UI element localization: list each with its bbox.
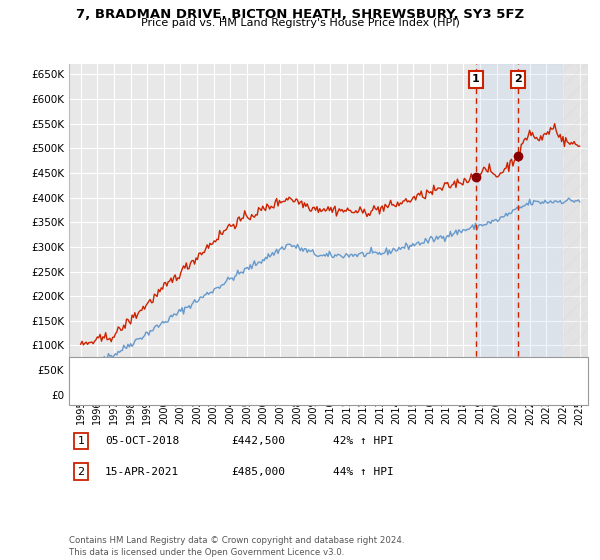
Text: 2: 2 xyxy=(77,466,85,477)
Text: 7, BRADMAN DRIVE, BICTON HEATH, SHREWSBURY, SY3 5FZ: 7, BRADMAN DRIVE, BICTON HEATH, SHREWSBU… xyxy=(76,8,524,21)
Text: 2: 2 xyxy=(514,74,522,84)
Text: 7, BRADMAN DRIVE, BICTON HEATH, SHREWSBURY, SY3 5FZ (detached house): 7, BRADMAN DRIVE, BICTON HEATH, SHREWSBU… xyxy=(105,366,497,376)
Text: 15-APR-2021: 15-APR-2021 xyxy=(105,466,179,477)
Text: —: — xyxy=(81,384,97,399)
Text: Contains HM Land Registry data © Crown copyright and database right 2024.
This d: Contains HM Land Registry data © Crown c… xyxy=(69,536,404,557)
Bar xyxy=(476,64,563,395)
Text: 1: 1 xyxy=(472,74,479,84)
Text: £442,500: £442,500 xyxy=(231,436,285,446)
Text: 42% ↑ HPI: 42% ↑ HPI xyxy=(333,436,394,446)
Bar xyxy=(563,64,588,395)
Text: 05-OCT-2018: 05-OCT-2018 xyxy=(105,436,179,446)
Text: £485,000: £485,000 xyxy=(231,466,285,477)
Text: —: — xyxy=(81,363,97,378)
Text: HPI: Average price, detached house, Shropshire: HPI: Average price, detached house, Shro… xyxy=(105,386,343,396)
Text: 1: 1 xyxy=(77,436,85,446)
Text: 44% ↑ HPI: 44% ↑ HPI xyxy=(333,466,394,477)
Text: Price paid vs. HM Land Registry's House Price Index (HPI): Price paid vs. HM Land Registry's House … xyxy=(140,18,460,29)
